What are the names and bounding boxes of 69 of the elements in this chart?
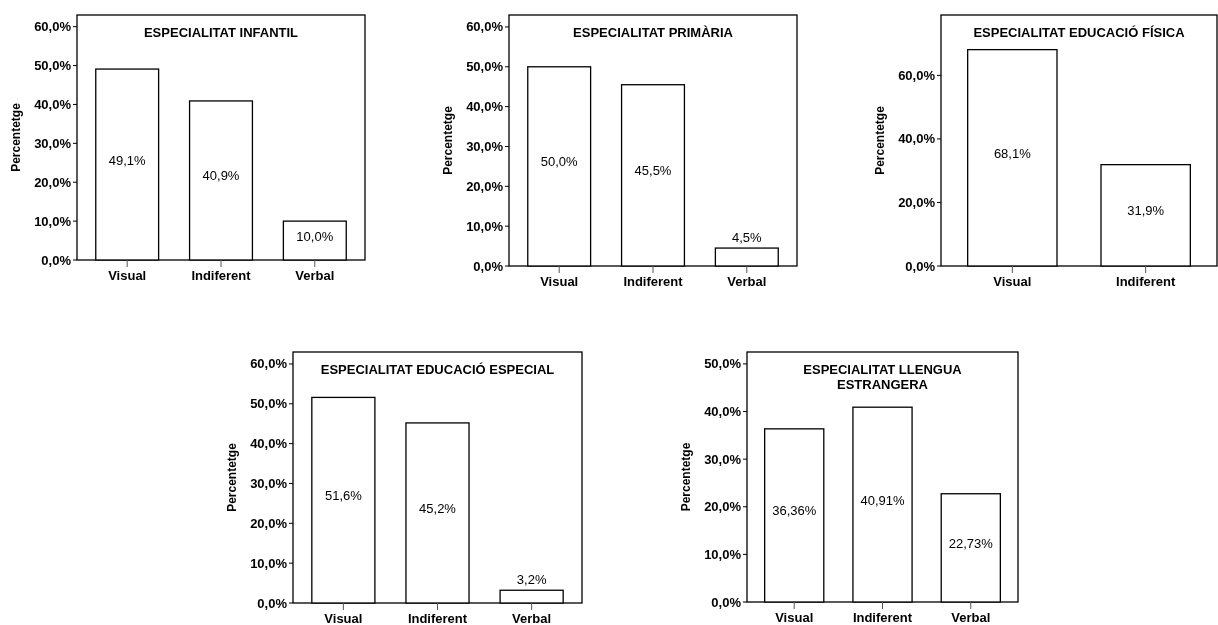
y-tick-label: 60,0%: [34, 19, 72, 35]
y-axis-title: Percentetge: [441, 105, 455, 175]
y-tick-label: 60,0%: [466, 19, 504, 35]
text: ESPECIALITAT INFANTIL: [143, 25, 299, 40]
data-label: 51,6%: [324, 488, 363, 504]
y-tick-label: 50,0%: [34, 58, 72, 74]
x-tick-label: Verbal: [951, 610, 991, 625]
text: ESPECIALITAT EDUCACIÓ ESPECIAL: [320, 362, 555, 377]
y-tick-label: 20,0%: [704, 499, 742, 515]
y-tick-label: 10,0%: [250, 555, 288, 571]
y-tick-label: 20,0%: [34, 174, 72, 190]
y-tick-label: 0,0%: [257, 595, 288, 611]
y-tick-label: 30,0%: [704, 451, 742, 467]
y-axis-title: Percentetge: [873, 105, 887, 175]
x-tick-label: Verbal: [727, 274, 767, 289]
x-tick-label: Visual: [993, 274, 1032, 289]
data-label: 45,5%: [634, 163, 672, 179]
data-label: 10,0%: [296, 228, 334, 244]
data-label: 22,73%: [948, 535, 994, 551]
data-label: 3,2%: [516, 572, 547, 588]
y-tick-label: 30,0%: [250, 475, 288, 491]
y-tick-label: 20,0%: [898, 194, 936, 210]
y-tick-label: 0,0%: [473, 258, 504, 274]
data-label: 50,0%: [540, 154, 579, 170]
y-tick-label: 40,0%: [704, 404, 742, 420]
y-tick-label: 10,0%: [34, 213, 72, 229]
data-label: 31,9%: [1127, 203, 1165, 219]
x-tick-label: Indiferent: [191, 268, 252, 283]
x-tick-label: Visual: [108, 268, 147, 283]
y-tick-label: 0,0%: [905, 258, 936, 274]
text: ESPECIALITAT PRIMÀRIA: [573, 25, 734, 40]
y-tick-label: 60,0%: [898, 67, 936, 83]
y-tick-label: 40,0%: [466, 99, 504, 115]
x-tick-label: Indiferent: [852, 610, 913, 625]
text: ESPECIALITAT LLENGUA ESTRANGERA: [803, 362, 963, 392]
data-label: 4,5%: [731, 230, 763, 246]
x-tick-label: Visual: [324, 611, 363, 625]
x-tick-label: Visual: [540, 274, 579, 289]
y-tick-label: 40,0%: [250, 436, 288, 452]
data-label: 68,1%: [993, 145, 1032, 161]
text: ESPECIALITAT EDUCACIÓ FÍSICA: [973, 25, 1186, 40]
x-tick-label: Verbal: [512, 611, 552, 625]
x-tick-label: Visual: [775, 610, 814, 625]
y-tick-label: 30,0%: [34, 135, 72, 151]
data-label: 45,2%: [419, 500, 457, 516]
y-axis-title: Percentetge: [679, 442, 693, 512]
y-tick-label: 20,0%: [250, 515, 288, 531]
data-label: 36,36%: [772, 503, 817, 519]
y-axis-title: Percentetge: [225, 442, 239, 512]
y-tick-label: 50,0%: [466, 59, 504, 75]
y-tick-label: 10,0%: [466, 218, 504, 234]
data-label: 40,91%: [860, 492, 905, 508]
y-tick-label: 0,0%: [711, 594, 742, 610]
data-label: 40,9%: [202, 168, 240, 184]
y-axis-title: Percentetge: [9, 102, 23, 172]
x-tick-label: Indiferent: [623, 274, 684, 289]
y-tick-label: 60,0%: [250, 356, 288, 372]
x-tick-label: Indiferent: [1116, 274, 1176, 289]
y-tick-label: 50,0%: [704, 356, 742, 372]
y-tick-label: 0,0%: [41, 252, 72, 268]
x-tick-label: Indiferent: [407, 611, 468, 625]
x-tick-label: Verbal: [295, 268, 335, 283]
y-tick-label: 50,0%: [250, 396, 288, 412]
y-tick-label: 40,0%: [34, 96, 72, 112]
y-tick-label: 40,0%: [898, 131, 936, 147]
y-tick-label: 10,0%: [704, 546, 742, 562]
data-label: 49,1%: [108, 152, 147, 168]
y-tick-label: 20,0%: [466, 178, 504, 194]
y-tick-label: 30,0%: [466, 138, 504, 154]
